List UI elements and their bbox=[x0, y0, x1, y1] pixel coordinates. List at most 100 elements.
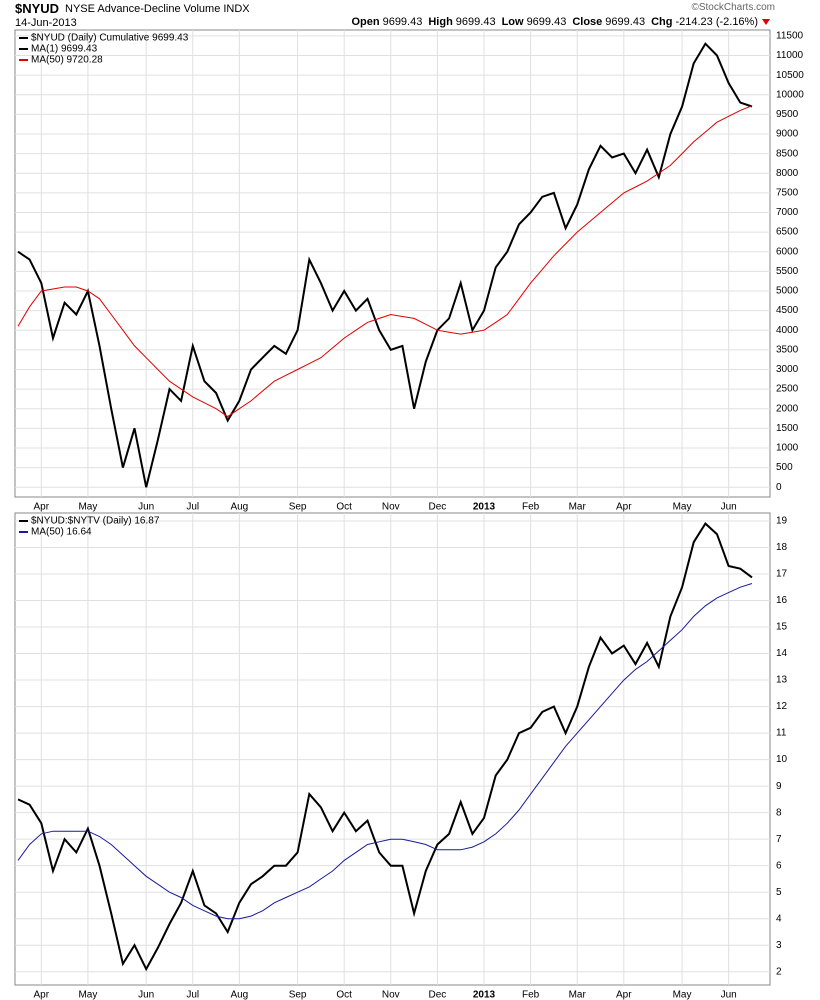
y-tick-label: 13 bbox=[776, 675, 788, 686]
y-tick-label: 11000 bbox=[776, 50, 804, 61]
y-tick-label: 6500 bbox=[776, 227, 799, 238]
y-tick-label: 6 bbox=[776, 860, 782, 871]
y-tick-label: 9 bbox=[776, 781, 782, 792]
legend-label: MA(50) 9720.28 bbox=[31, 55, 103, 66]
index-name: NYSE Advance-Decline Volume INDX bbox=[65, 3, 250, 15]
series-line bbox=[17, 522, 753, 972]
x-tick-label: Jun bbox=[721, 502, 737, 513]
legend-label: $NYUD:$NYTV (Daily) 16.87 bbox=[31, 516, 160, 527]
plot-area bbox=[14, 29, 771, 498]
y-tick-label: 11500 bbox=[776, 31, 804, 42]
x-tick-label: Mar bbox=[569, 990, 587, 1000]
y-tick-label: 3 bbox=[776, 940, 782, 951]
y-tick-label: 17 bbox=[776, 569, 788, 580]
quote-label: Open bbox=[351, 16, 380, 28]
header: $NYUD NYSE Advance-Decline Volume INDX 1… bbox=[15, 0, 775, 30]
y-tick-label: 7000 bbox=[776, 207, 799, 218]
legend-label: $NYUD (Daily) Cumulative 9699.43 bbox=[31, 33, 189, 44]
quote-value: 9699.43 bbox=[455, 16, 496, 28]
x-tick-label: May bbox=[78, 502, 97, 513]
x-tick-label: Aug bbox=[230, 990, 248, 1000]
quote-label: Chg bbox=[651, 16, 673, 28]
y-tick-label: 3500 bbox=[776, 344, 799, 355]
quote-value: 9699.43 bbox=[382, 16, 423, 28]
y-tick-label: 10500 bbox=[776, 70, 804, 81]
x-tick-label: Jun bbox=[721, 990, 737, 1000]
y-tick-label: 5500 bbox=[776, 266, 799, 277]
source: ©StockCharts.com bbox=[691, 2, 775, 13]
y-tick-label: 12 bbox=[776, 701, 788, 712]
y-tick-label: 7 bbox=[776, 834, 782, 845]
quote-label: High bbox=[428, 16, 453, 28]
y-tick-label: 2000 bbox=[776, 403, 799, 414]
y-tick-label: 16 bbox=[776, 595, 788, 606]
x-tick-label: Jun bbox=[138, 990, 154, 1000]
quote-label: Close bbox=[572, 16, 603, 28]
y-tick-label: 8500 bbox=[776, 148, 799, 159]
x-tick-label: May bbox=[673, 502, 692, 513]
series-line bbox=[17, 583, 753, 920]
x-tick-label: Dec bbox=[429, 502, 447, 513]
x-tick-label: Apr bbox=[616, 502, 632, 513]
y-tick-label: 8000 bbox=[776, 168, 799, 179]
x-tick-label: Apr bbox=[34, 502, 50, 513]
x-tick-label: Dec bbox=[429, 990, 447, 1000]
x-tick-label: 2013 bbox=[473, 990, 496, 1000]
symbol: $NYUD bbox=[15, 1, 60, 16]
y-tick-label: 4500 bbox=[776, 305, 799, 316]
y-tick-label: 7500 bbox=[776, 188, 799, 199]
series-line bbox=[17, 105, 753, 418]
y-tick-label: 9000 bbox=[776, 129, 799, 140]
y-tick-label: 6000 bbox=[776, 246, 799, 257]
y-tick-label: 19 bbox=[776, 516, 788, 527]
x-tick-label: Jul bbox=[186, 502, 199, 513]
y-tick-label: 5000 bbox=[776, 286, 799, 297]
x-tick-label: May bbox=[673, 990, 692, 1000]
x-tick-label: Nov bbox=[382, 990, 400, 1000]
y-tick-label: 0 bbox=[776, 482, 782, 493]
y-tick-label: 18 bbox=[776, 542, 788, 553]
date: 14-Jun-2013 bbox=[15, 17, 77, 29]
plot-area bbox=[14, 512, 771, 986]
x-tick-label: Feb bbox=[522, 502, 540, 513]
y-tick-label: 1500 bbox=[776, 423, 799, 434]
quote-value: 9699.43 bbox=[605, 16, 646, 28]
y-tick-label: 11 bbox=[776, 728, 787, 739]
quote-value: 9699.43 bbox=[526, 16, 567, 28]
x-tick-label: Apr bbox=[616, 990, 632, 1000]
x-tick-label: Apr bbox=[34, 990, 50, 1000]
down-arrow bbox=[762, 19, 770, 25]
quote-value: -214.23 (-2.16%) bbox=[675, 16, 758, 28]
y-tick-label: 1000 bbox=[776, 443, 799, 454]
series-line bbox=[17, 42, 753, 488]
x-tick-label: Oct bbox=[336, 502, 352, 513]
x-tick-label: Aug bbox=[230, 502, 248, 513]
legend-label: MA(50) 16.64 bbox=[31, 527, 92, 538]
x-tick-label: Jun bbox=[138, 502, 154, 513]
y-tick-label: 2 bbox=[776, 966, 782, 977]
x-tick-label: Jul bbox=[186, 990, 199, 1000]
y-tick-label: 14 bbox=[776, 648, 788, 659]
y-tick-label: 3000 bbox=[776, 364, 799, 375]
x-tick-label: Sep bbox=[289, 502, 307, 513]
x-tick-label: Feb bbox=[522, 990, 540, 1000]
x-tick-label: Oct bbox=[336, 990, 352, 1000]
y-tick-label: 8 bbox=[776, 807, 782, 818]
x-tick-label: Mar bbox=[569, 502, 587, 513]
y-tick-label: 4 bbox=[776, 913, 782, 924]
x-tick-label: 2013 bbox=[473, 502, 496, 513]
y-tick-label: 10 bbox=[776, 754, 788, 765]
y-tick-label: 15 bbox=[776, 622, 788, 633]
x-tick-label: May bbox=[78, 990, 97, 1000]
y-tick-label: 10000 bbox=[776, 89, 804, 100]
y-tick-label: 500 bbox=[776, 462, 793, 473]
x-tick-label: Sep bbox=[289, 990, 307, 1000]
quote: Open 9699.43 High 9699.43 Low 9699.43 Close 969… bbox=[345, 16, 770, 28]
x-tick-label: Nov bbox=[382, 502, 400, 513]
y-tick-label: 4000 bbox=[776, 325, 799, 336]
y-tick-label: 2500 bbox=[776, 384, 799, 395]
quote-label: Low bbox=[501, 16, 524, 28]
legend-label: MA(1) 9699.43 bbox=[31, 44, 98, 55]
